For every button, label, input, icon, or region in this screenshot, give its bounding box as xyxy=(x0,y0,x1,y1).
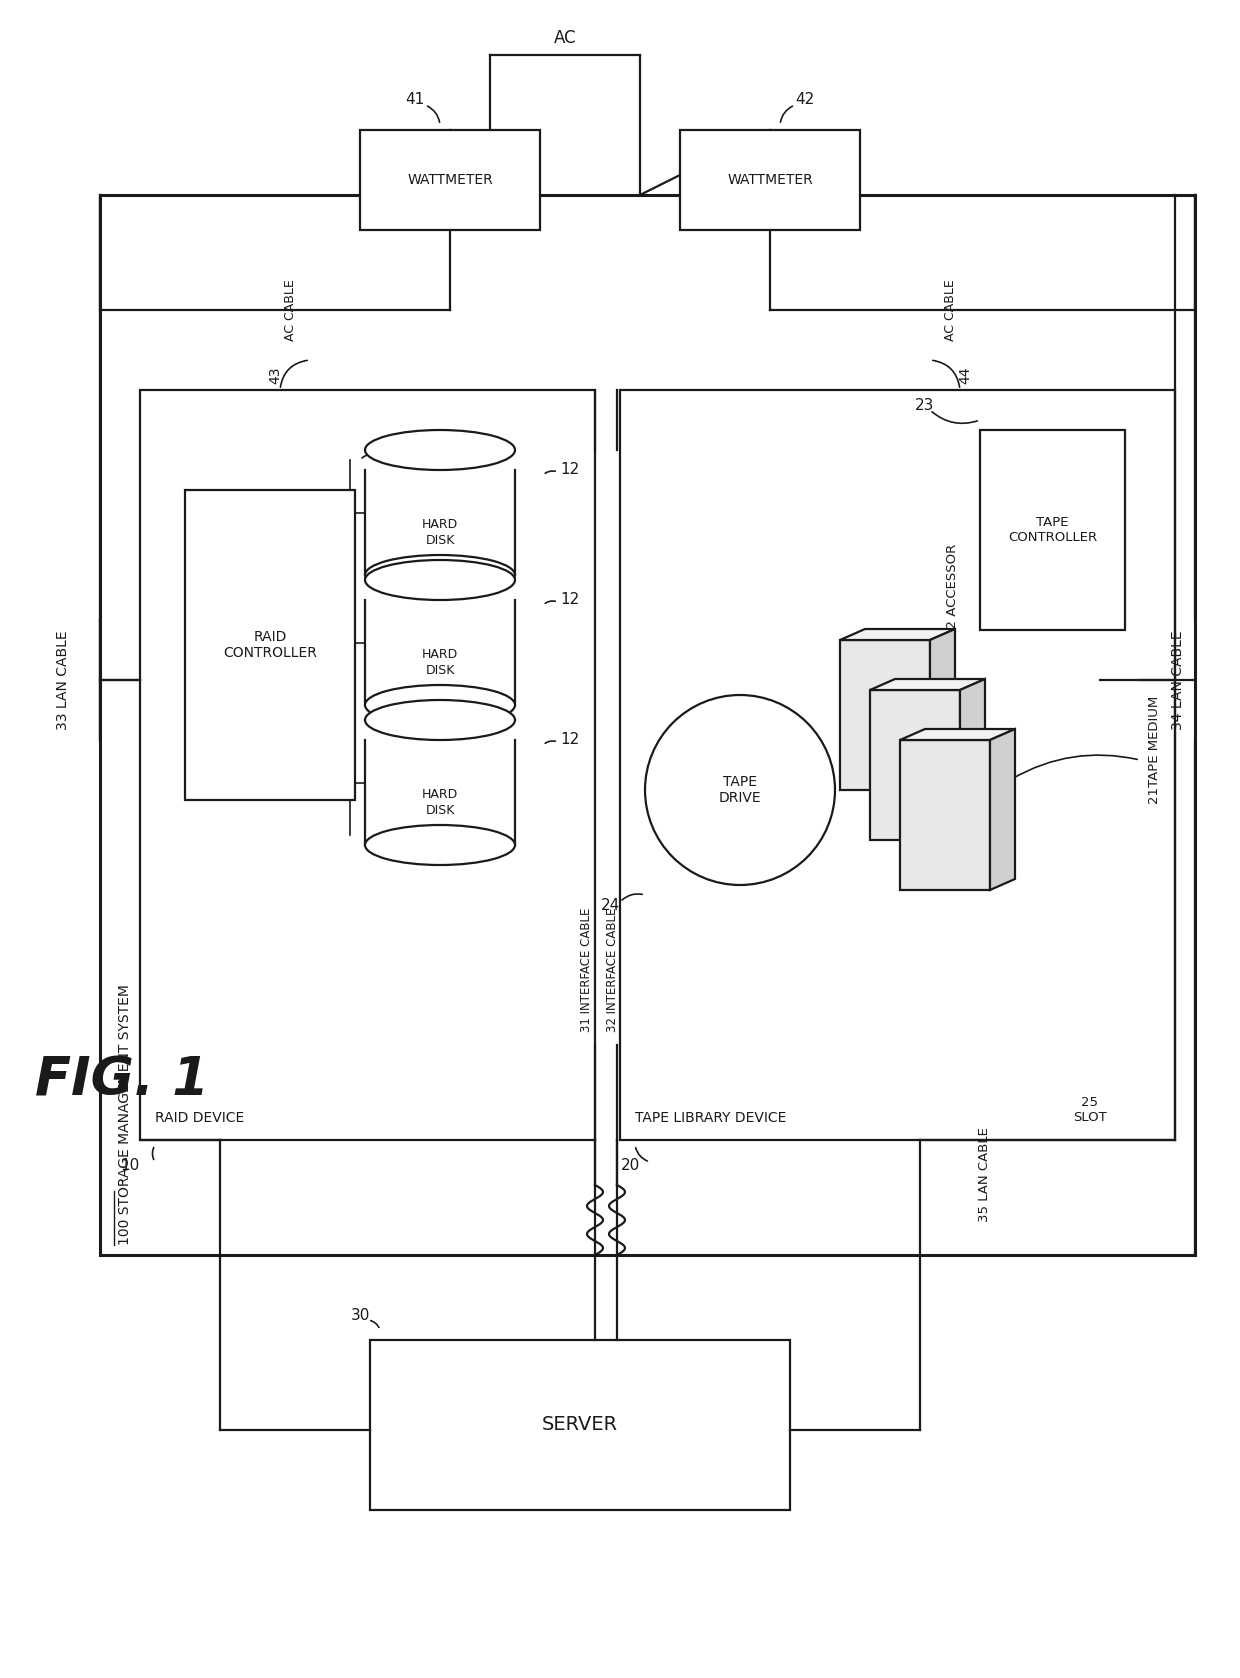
Text: 22 ACCESSOR: 22 ACCESSOR xyxy=(946,544,960,636)
Text: 21TAPE MEDIUM: 21TAPE MEDIUM xyxy=(1148,696,1162,804)
FancyBboxPatch shape xyxy=(140,389,595,1139)
Text: AC: AC xyxy=(554,29,577,47)
Text: RAID
CONTROLLER: RAID CONTROLLER xyxy=(223,629,317,659)
Text: 31 INTERFACE CABLE: 31 INTERFACE CABLE xyxy=(580,908,594,1032)
Ellipse shape xyxy=(365,685,515,725)
FancyBboxPatch shape xyxy=(100,195,1195,1255)
Text: SERVER: SERVER xyxy=(542,1416,618,1435)
Ellipse shape xyxy=(365,700,515,740)
Text: 43: 43 xyxy=(268,366,281,384)
Text: 10: 10 xyxy=(120,1158,140,1173)
Text: 32 INTERFACE CABLE: 32 INTERFACE CABLE xyxy=(606,908,620,1032)
Text: 12: 12 xyxy=(560,463,579,478)
FancyBboxPatch shape xyxy=(365,470,515,576)
Circle shape xyxy=(645,695,835,884)
Text: AC CABLE: AC CABLE xyxy=(284,279,296,341)
FancyBboxPatch shape xyxy=(980,430,1125,629)
FancyBboxPatch shape xyxy=(360,129,539,230)
Text: 33 LAN CABLE: 33 LAN CABLE xyxy=(56,631,69,730)
Polygon shape xyxy=(990,728,1016,889)
Text: TAPE LIBRARY DEVICE: TAPE LIBRARY DEVICE xyxy=(635,1111,786,1124)
Text: HARD
DISK: HARD DISK xyxy=(422,519,458,547)
Text: TAPE
DRIVE: TAPE DRIVE xyxy=(719,775,761,805)
Polygon shape xyxy=(930,629,955,790)
FancyBboxPatch shape xyxy=(620,389,1176,1139)
FancyBboxPatch shape xyxy=(900,740,990,889)
FancyBboxPatch shape xyxy=(870,690,960,841)
Text: 12: 12 xyxy=(560,733,579,747)
Text: 44: 44 xyxy=(959,366,972,384)
Polygon shape xyxy=(900,728,1016,740)
Text: RAID DEVICE: RAID DEVICE xyxy=(155,1111,244,1124)
Polygon shape xyxy=(870,680,985,690)
Text: 35 LAN CABLE: 35 LAN CABLE xyxy=(978,1128,992,1223)
Text: HARD
DISK: HARD DISK xyxy=(422,648,458,676)
Ellipse shape xyxy=(365,826,515,864)
FancyBboxPatch shape xyxy=(680,129,861,230)
Text: 34 LAN CABLE: 34 LAN CABLE xyxy=(1171,631,1185,730)
Ellipse shape xyxy=(365,430,515,470)
Ellipse shape xyxy=(365,555,515,596)
Ellipse shape xyxy=(365,560,515,601)
Polygon shape xyxy=(839,629,955,639)
Text: 24: 24 xyxy=(600,898,620,913)
Text: 12: 12 xyxy=(560,592,579,607)
Text: 23: 23 xyxy=(915,398,935,413)
Text: 100 STORAGE MANAGEMENT SYSTEM: 100 STORAGE MANAGEMENT SYSTEM xyxy=(118,983,131,1245)
Text: 30: 30 xyxy=(351,1307,370,1322)
FancyBboxPatch shape xyxy=(370,1341,790,1510)
Text: HARD
DISK: HARD DISK xyxy=(422,789,458,817)
FancyBboxPatch shape xyxy=(839,639,930,790)
Text: 25
SLOT: 25 SLOT xyxy=(1073,1096,1107,1124)
Text: WATTMETER: WATTMETER xyxy=(727,173,813,186)
Text: TAPE
CONTROLLER: TAPE CONTROLLER xyxy=(1008,517,1097,544)
Text: 41: 41 xyxy=(405,92,424,107)
FancyBboxPatch shape xyxy=(365,740,515,846)
Text: WATTMETER: WATTMETER xyxy=(407,173,492,186)
Text: FIG. 1: FIG. 1 xyxy=(35,1054,210,1106)
Text: 20: 20 xyxy=(621,1158,640,1173)
Polygon shape xyxy=(960,680,985,841)
FancyBboxPatch shape xyxy=(365,601,515,705)
Text: ~11: ~11 xyxy=(379,441,412,455)
FancyBboxPatch shape xyxy=(185,490,355,800)
Text: 42: 42 xyxy=(795,92,815,107)
Text: AC CABLE: AC CABLE xyxy=(944,279,956,341)
